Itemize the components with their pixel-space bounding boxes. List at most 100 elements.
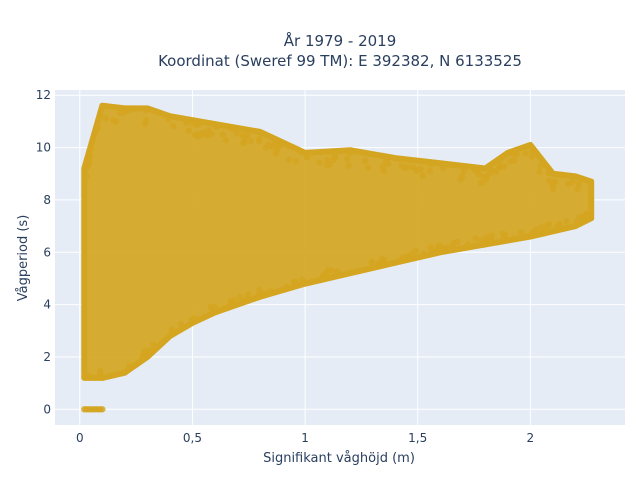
data-point [409,163,417,171]
data-point [291,278,299,285]
data-point [272,137,279,144]
data-point [255,292,262,300]
data-point [191,315,198,322]
data-point [536,168,543,175]
x-axis-title: Signifikant våghöjd (m) [263,451,415,466]
data-point [496,163,503,171]
data-point [345,162,352,169]
data-point [133,360,140,368]
data-point [378,255,386,263]
data-point [403,164,411,171]
data-point [243,132,251,139]
data-point [440,164,447,172]
data-point [368,259,376,267]
data-point [478,179,485,187]
data-point [165,115,172,123]
data-point [555,222,563,229]
data-point [96,370,104,378]
data-point [83,163,91,170]
data-point [576,213,583,221]
x-tick-label: 2 [527,431,535,445]
data-point [83,173,90,180]
data-point [170,122,177,130]
data-point [450,239,458,247]
y-tick-label: 12 [36,88,51,102]
data-point [243,297,251,305]
data-point [563,218,570,225]
data-point [377,261,384,269]
data-point [112,118,120,125]
data-point [87,145,95,152]
data-point [278,140,286,148]
data-point [557,171,565,179]
data-point [400,254,407,261]
data-point [285,156,292,164]
data-point [380,167,387,174]
data-point [262,144,270,151]
y-tick-label: 6 [43,245,51,259]
data-points [81,106,594,413]
data-point [501,231,509,239]
data-point [472,235,479,242]
data-point [583,211,590,218]
data-point [317,276,325,283]
data-point [168,327,176,335]
x-tick-label: 0 [76,431,84,445]
data-point [116,109,124,117]
data-point [496,157,504,165]
chart-title-line-1: År 1979 - 2019 [284,31,397,50]
data-point [476,171,483,178]
data-point [537,162,544,170]
x-tick-label: 1 [301,431,309,445]
data-point [326,274,333,281]
data-point [518,229,525,236]
data-point [99,406,106,413]
data-point [244,291,252,299]
data-point [324,267,332,274]
data-point [214,122,221,130]
data-point [110,371,118,379]
data-point [460,167,468,174]
data-point [361,157,369,165]
data-point [236,293,243,300]
y-tick-label: 2 [43,350,51,364]
data-point [197,130,204,138]
data-point [435,243,442,250]
y-tick-label: 8 [43,193,51,207]
data-point [194,121,201,129]
data-point [486,236,493,244]
data-point [510,235,517,242]
data-point [126,362,133,370]
data-point [444,244,452,251]
data-point [285,142,293,150]
y-tick-label: 4 [43,298,51,312]
x-tick-label: 0,5 [183,431,202,445]
data-point [94,124,101,131]
y-axis-title: Vågperiod (s) [16,215,31,302]
data-point [529,148,536,155]
data-point [344,155,351,162]
y-tick-label: 10 [36,141,51,155]
data-point [412,247,419,255]
data-point [326,161,333,168]
data-point [486,169,494,177]
data-point [492,168,500,175]
data-point [256,286,263,293]
data-point [449,162,457,169]
data-point [316,159,323,166]
data-point [334,268,342,275]
data-point [273,147,281,155]
data-point [500,163,508,170]
x-tick-label: 1,5 [408,431,427,445]
data-point [426,167,434,175]
data-point [256,135,263,142]
data-point [427,161,434,168]
data-point [233,130,240,137]
data-point [229,125,236,133]
data-point [549,181,557,188]
data-point [297,148,304,155]
data-point [282,285,290,293]
data-point [574,185,581,193]
data-point [482,176,489,183]
